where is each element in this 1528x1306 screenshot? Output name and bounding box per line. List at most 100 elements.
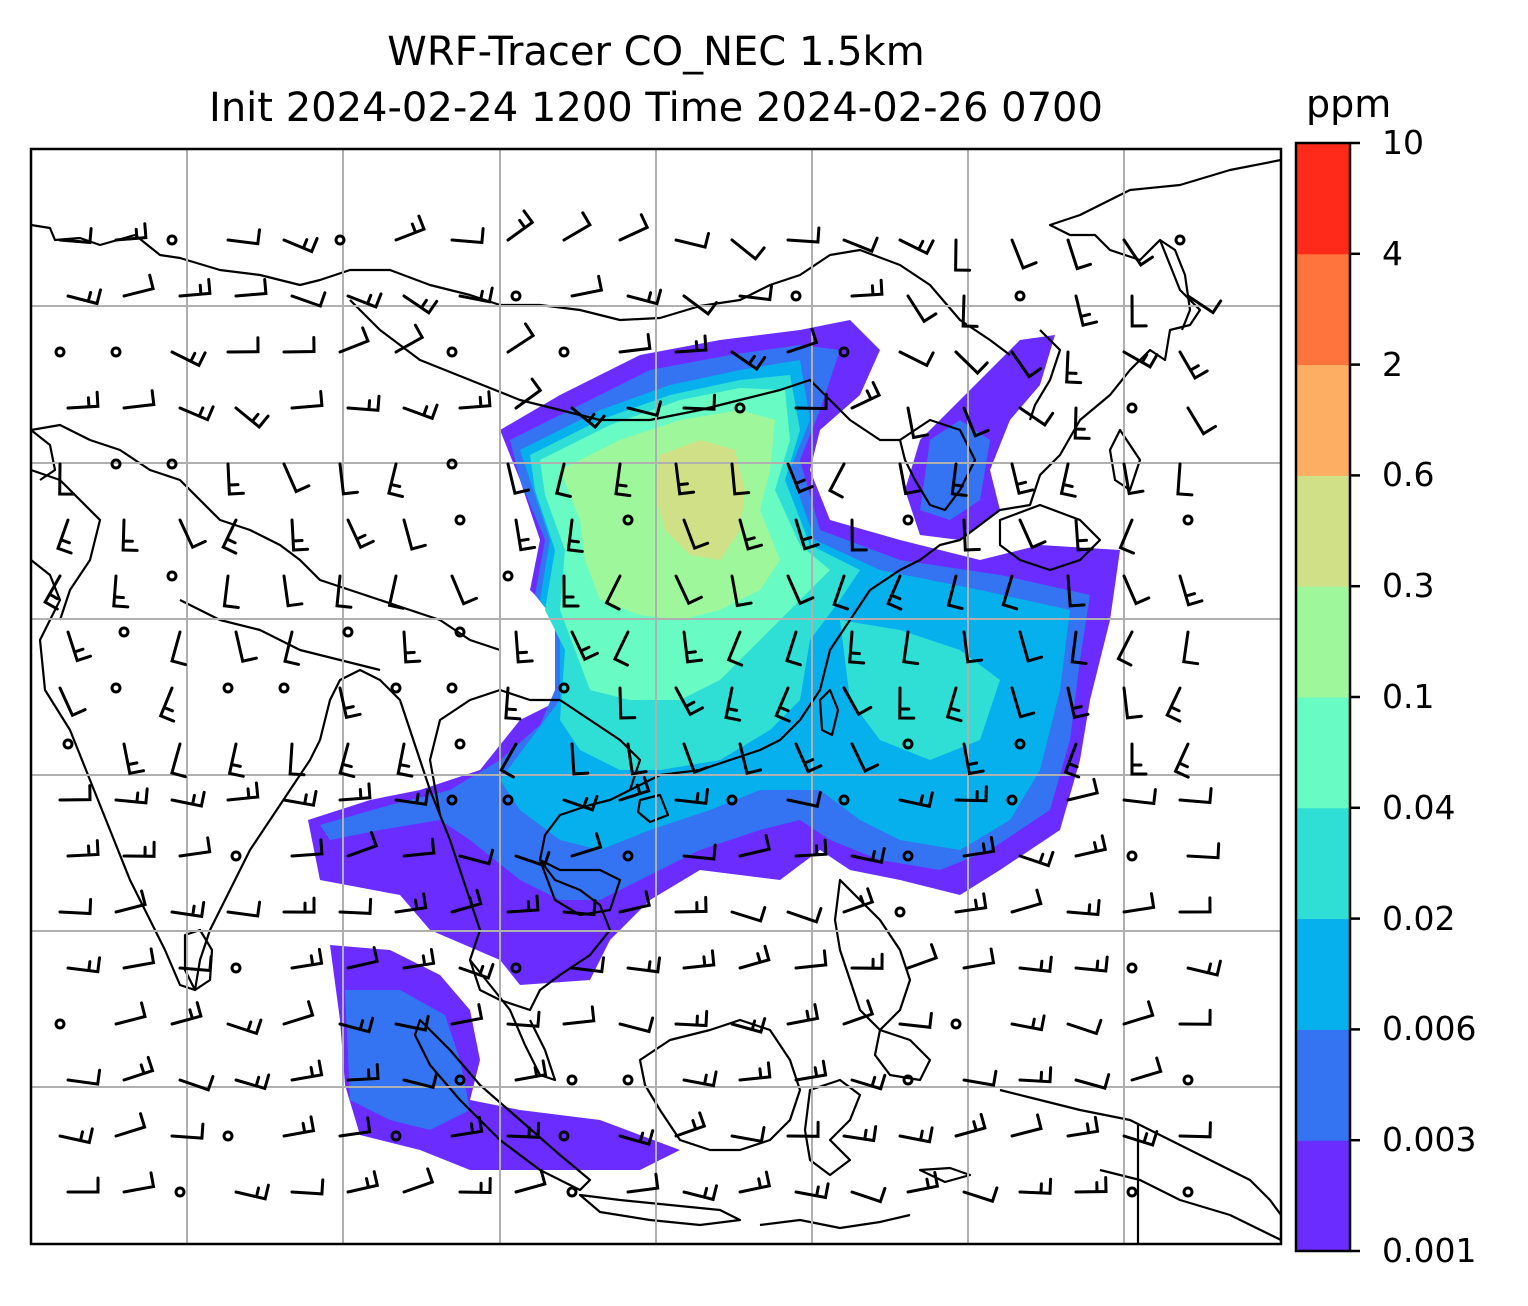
coastline-mindanao (873, 1028, 932, 1082)
wind-barb (338, 897, 373, 915)
wind-barb (66, 288, 102, 306)
wind-barb (1010, 888, 1043, 914)
wind-barb (1066, 899, 1101, 917)
wind-barb (122, 1171, 156, 1194)
wind-barb (906, 1171, 940, 1194)
calm-wind-marker (62, 738, 74, 750)
wind-barb (1122, 1130, 1159, 1147)
wind-barb (1073, 406, 1091, 440)
coastline-india (31, 559, 321, 992)
wind-barb (290, 947, 324, 970)
wind-barb (282, 237, 319, 254)
calm-wind-marker (510, 290, 522, 302)
wind-barb (1074, 294, 1099, 328)
wind-barb (898, 462, 921, 496)
border-himalaya (179, 599, 381, 672)
calm-wind-marker (1014, 290, 1026, 302)
wind-barb (394, 892, 428, 914)
wind-barb (1178, 787, 1213, 805)
wind-barb (338, 742, 356, 779)
wind-barb (682, 843, 717, 861)
coastline-lesser-sunda (759, 1213, 911, 1230)
wind-barb (945, 686, 963, 723)
wind-barb (458, 848, 495, 866)
wind-barb (786, 574, 815, 606)
calm-wind-marker (446, 458, 458, 470)
colorbar-ticks (1350, 141, 1360, 1253)
wind-barb (1122, 788, 1157, 806)
map-title-line-1: WRF-Tracer CO_NEC 1.5km (387, 29, 925, 75)
calm-wind-marker (790, 290, 802, 302)
calm-wind-marker (222, 1130, 234, 1142)
wind-barb (1010, 350, 1043, 379)
colorbar-tick-label: 4 (1382, 233, 1403, 273)
wind-barb (1066, 686, 1090, 720)
wind-barb (221, 518, 238, 555)
wind-barb (674, 462, 696, 496)
wind-barb (514, 630, 534, 664)
border-china-south (559, 699, 642, 791)
wind-barb (682, 1070, 718, 1088)
wind-barb (506, 462, 530, 496)
wind-barb (618, 213, 650, 242)
calm-wind-marker (446, 346, 458, 358)
coastline-korea (898, 418, 977, 512)
wind-barb (961, 294, 979, 328)
colorbar-segment (1296, 807, 1350, 920)
wind-barb (626, 742, 648, 776)
wind-barb (850, 742, 880, 774)
wind-barb (794, 1059, 828, 1082)
calm-wind-marker (390, 682, 402, 694)
wind-barb (1066, 1115, 1100, 1138)
calm-wind-marker (558, 682, 570, 694)
wind-barb (338, 1116, 372, 1138)
calm-wind-marker (726, 794, 738, 806)
wind-barb (1074, 1073, 1111, 1090)
calm-wind-marker (902, 1074, 914, 1086)
wind-barb (66, 839, 100, 858)
coastline-java (578, 1193, 742, 1227)
wind-barb (682, 294, 718, 317)
wind-barb (170, 790, 206, 808)
wind-barb (346, 518, 375, 550)
wind-barb (394, 1014, 430, 1032)
colorbar-tick-label: 0.1 (1382, 677, 1435, 716)
wind-barb (338, 782, 372, 802)
colorbar-segment (1296, 364, 1350, 476)
calm-wind-marker (454, 1074, 466, 1086)
calm-wind-marker (1126, 1186, 1138, 1198)
calm-wind-marker (734, 402, 746, 414)
coastline-philippines (833, 878, 912, 1032)
wind-barb (738, 944, 771, 970)
wind-barb (954, 350, 989, 376)
wind-barb (832, 574, 849, 611)
wind-barb (626, 1172, 660, 1194)
wind-barb (842, 999, 875, 1026)
wind-barb (234, 1073, 271, 1091)
wind-barb (730, 1126, 766, 1144)
wind-barb (1018, 1066, 1053, 1084)
calm-wind-marker (502, 794, 514, 806)
wind-barb (1018, 1177, 1053, 1195)
wind-barb (66, 630, 92, 663)
wind-barb (121, 518, 139, 552)
wind-barb (614, 462, 632, 498)
calm-wind-marker (1126, 402, 1138, 414)
wind-barb (58, 686, 87, 718)
wind-barb (1122, 350, 1159, 369)
calm-wind-marker (390, 1130, 402, 1142)
calm-wind-marker (1126, 850, 1138, 862)
wind-barb (794, 838, 828, 858)
wind-barb (122, 742, 145, 776)
wind-barb (562, 795, 599, 812)
wind-barb (794, 742, 823, 774)
wind-barb (786, 791, 822, 808)
wind-barb (562, 1005, 596, 1026)
wind-barb (288, 742, 306, 777)
calm-wind-marker (1014, 738, 1026, 750)
wind-barb (112, 574, 130, 609)
wind-barb (618, 1016, 655, 1034)
wind-barb (514, 851, 551, 868)
wind-barb (1074, 1176, 1108, 1194)
